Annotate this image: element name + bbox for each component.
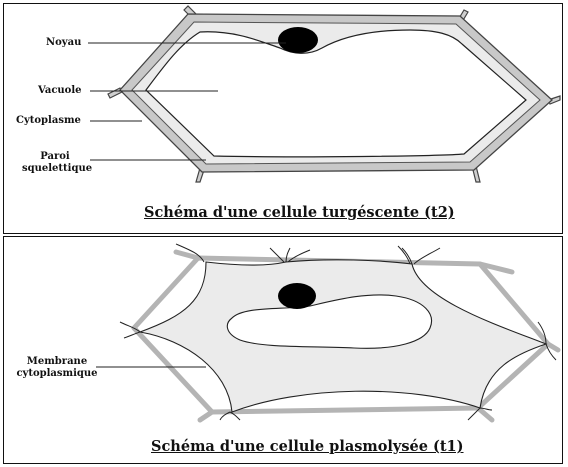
label-cytoplasme: Cytoplasme bbox=[16, 115, 81, 126]
caption-plasmolysed: Schéma d'une cellule plasmolysée (t1) bbox=[151, 438, 464, 455]
nucleus bbox=[278, 27, 318, 53]
label-noyau: Noyau bbox=[46, 37, 82, 48]
label-membrane-cytoplasmique: Membrane cytoplasmique bbox=[16, 356, 98, 379]
vacuole bbox=[145, 29, 527, 158]
plasmolysed-vacuole bbox=[226, 294, 432, 349]
membrane-threads bbox=[285, 247, 413, 265]
label-paroi-squelettique: Paroi squelettique bbox=[22, 151, 93, 174]
label-vacuole: Vacuole bbox=[38, 85, 82, 96]
neighbour-membranes bbox=[119, 243, 557, 421]
caption-turgescent: Schéma d'une cellule turgéscente (t2) bbox=[144, 204, 455, 221]
wall-extensions bbox=[173, 249, 561, 423]
top-leader-lines bbox=[88, 42, 286, 161]
turgescent-cell bbox=[88, 5, 561, 183]
plasmolysed-cell bbox=[96, 243, 561, 423]
plasmolysed-nucleus bbox=[278, 283, 316, 309]
